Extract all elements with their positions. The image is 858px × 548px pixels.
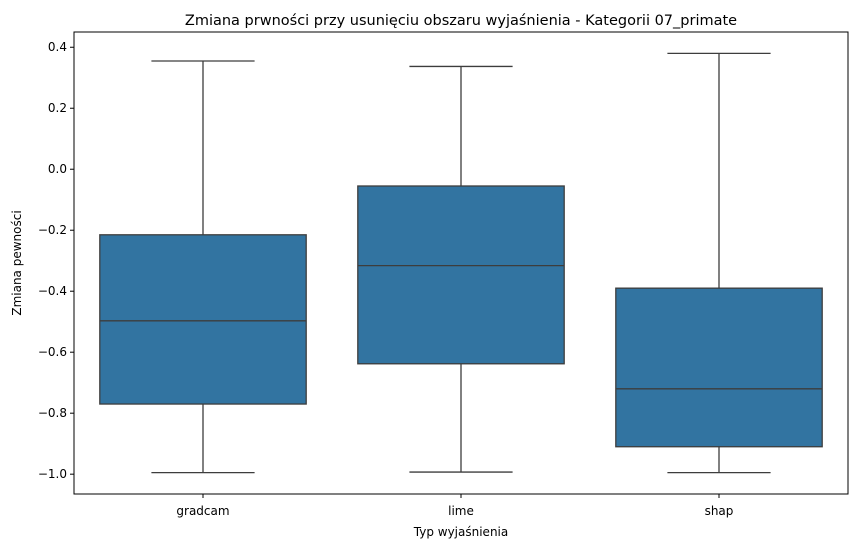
x-tick-label: gradcam	[176, 504, 229, 518]
y-tick-label: 0.0	[48, 162, 67, 176]
chart-title: Zmiana prwności przy usunięciu obszaru w…	[185, 13, 737, 29]
plot-area: −1.0 −0.8 −0.6 −0.4 −0.2 0.0 0.2 0.4 gradcam lime…	[38, 40, 823, 518]
y-tick-label: −0.4	[38, 284, 67, 298]
x-axis-title: Typ wyjaśnienia	[413, 525, 508, 539]
y-tick-label: −1.0	[38, 467, 67, 481]
box-lime	[357, 185, 565, 365]
axes-frame	[73, 31, 849, 495]
x-tick-label: shap	[705, 504, 734, 518]
box-shap	[615, 287, 823, 448]
x-tick-label: lime	[448, 504, 474, 518]
y-axis-title: Zmiana pewności	[10, 210, 24, 315]
box-gradcam	[99, 234, 307, 405]
y-tick-label: −0.2	[38, 223, 67, 237]
y-tick-label: −0.6	[38, 345, 67, 359]
y-tick-label: −0.8	[38, 406, 67, 420]
y-tick-label: 0.2	[48, 101, 67, 115]
y-tick-label: 0.4	[48, 40, 67, 54]
